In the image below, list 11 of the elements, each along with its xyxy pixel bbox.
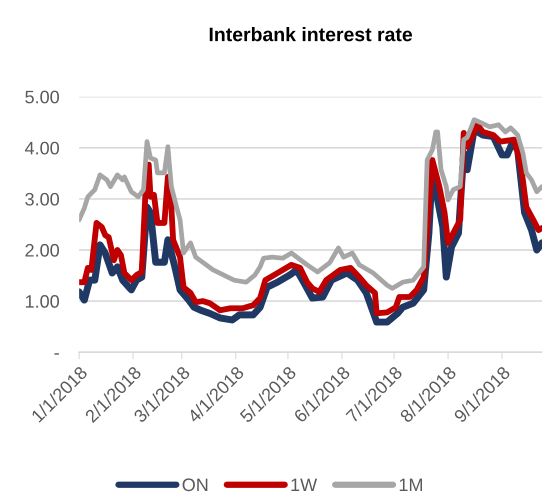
- chart-title: Interbank interest rate: [210, 27, 412, 42]
- y-tick-label: 3.00: [25, 192, 59, 206]
- line-series: [79, 117, 542, 291]
- legend-label: 1W: [291, 478, 318, 492]
- y-tick-label: 2.00: [25, 244, 59, 257]
- legend-label: ON: [182, 478, 208, 492]
- y-tick-label: -: [54, 353, 59, 355]
- y-tick-label: 4.00: [24, 142, 59, 155]
- y-tick-label: 1.00: [26, 295, 59, 308]
- y-tick-label: 5.00: [25, 90, 59, 104]
- legend-label: 1M: [400, 478, 422, 492]
